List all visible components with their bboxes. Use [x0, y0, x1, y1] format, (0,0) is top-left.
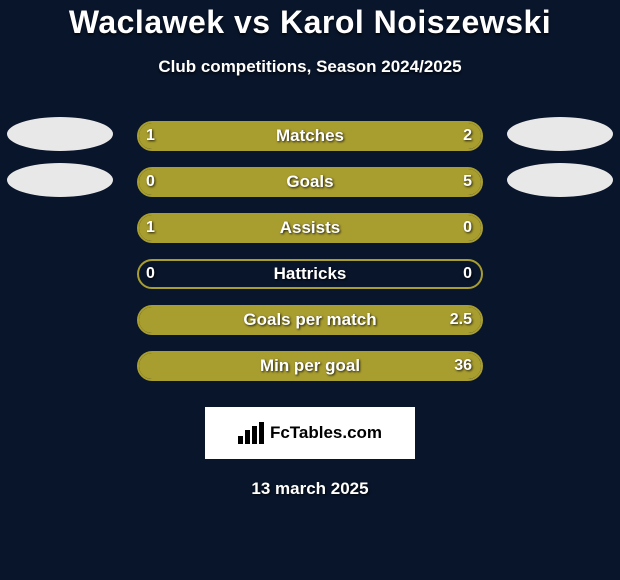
stat-row: Assists10 [0, 205, 620, 251]
stat-row: Min per goal36 [0, 343, 620, 389]
stat-bar-left-fill [139, 169, 208, 195]
stat-row: Matches12 [0, 113, 620, 159]
page-title: Waclawek vs Karol Noiszewski [0, 4, 620, 41]
attribution-text: FcTables.com [270, 423, 382, 443]
stat-bar [137, 213, 483, 243]
stat-bar-right-fill [204, 169, 481, 195]
player-badge-left [7, 163, 113, 197]
stat-row: Goals per match2.5 [0, 297, 620, 343]
stat-bar-left-fill [139, 353, 483, 379]
stat-bar-left-fill [139, 123, 277, 149]
stat-bar [137, 305, 483, 335]
stat-bar [137, 167, 483, 197]
comparison-card: Waclawek vs Karol Noiszewski Club compet… [0, 0, 620, 580]
attribution-inner: FcTables.com [238, 422, 382, 444]
stats-rows: Matches12Goals05Assists10Hattricks00Goal… [0, 113, 620, 389]
stat-row: Goals05 [0, 159, 620, 205]
stat-bar-right-fill [246, 307, 481, 333]
stat-bar [137, 259, 483, 289]
page-subtitle: Club competitions, Season 2024/2025 [0, 57, 620, 77]
stat-bar-left-fill [139, 307, 250, 333]
stat-row: Hattricks00 [0, 251, 620, 297]
stat-bar-right-fill [405, 215, 481, 241]
player-badge-left [7, 117, 113, 151]
stat-bar [137, 351, 483, 381]
attribution-badge: FcTables.com [205, 407, 415, 459]
date-text: 13 march 2025 [0, 479, 620, 499]
player-badge-right [507, 163, 613, 197]
stat-bar-right-fill [273, 123, 481, 149]
bar-chart-icon [238, 422, 264, 444]
stat-bar [137, 121, 483, 151]
player-badge-right [507, 117, 613, 151]
stat-bar-left-fill [139, 215, 409, 241]
